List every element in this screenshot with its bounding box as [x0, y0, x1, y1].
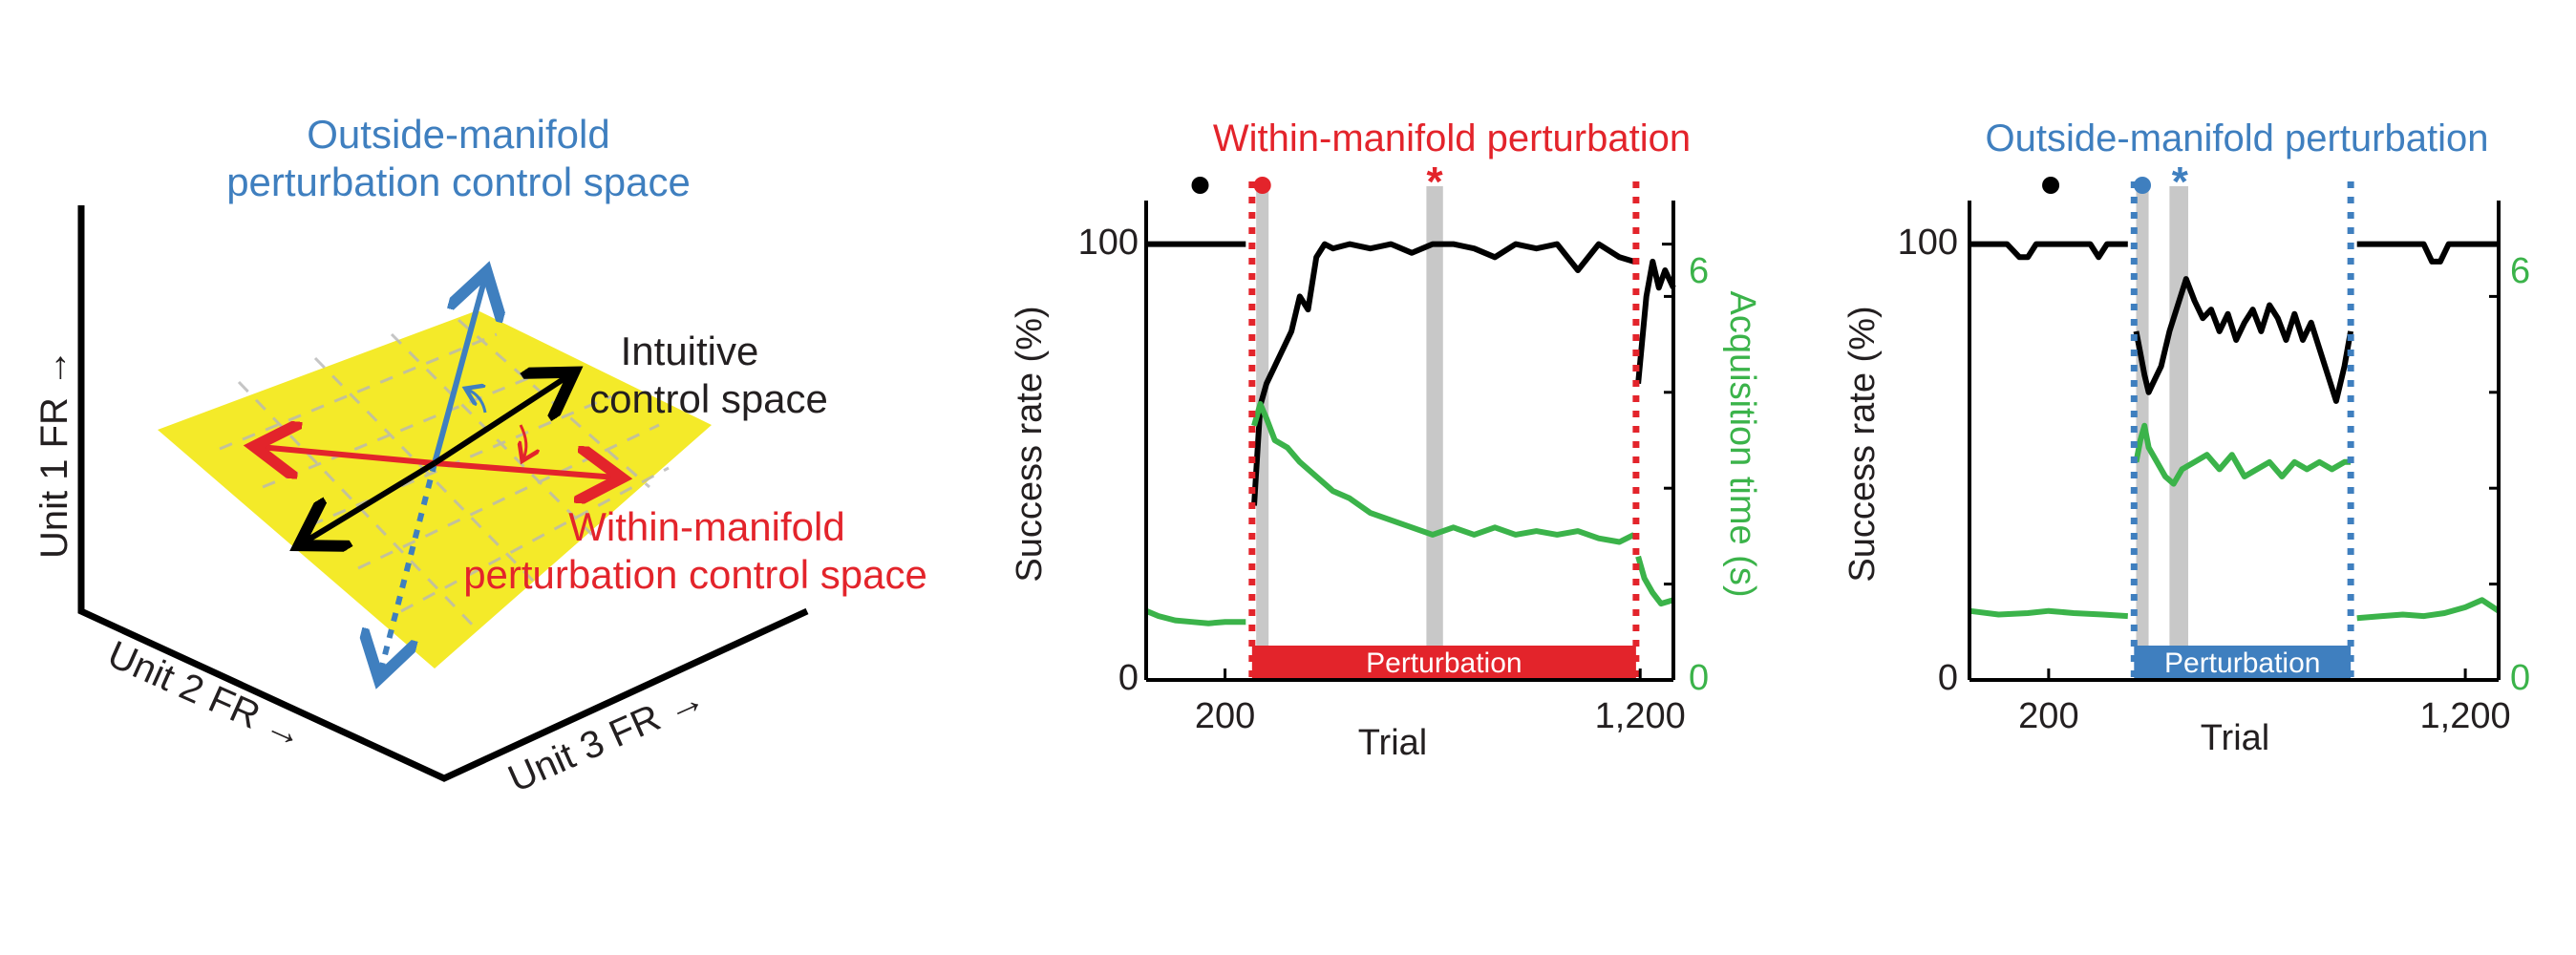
trial-markers: * [1191, 159, 1444, 205]
chart-outside-manifold: Outside-manifold perturbation Perturbati… [1842, 117, 2530, 758]
acquisition-time-line [2133, 422, 2352, 487]
outside-label-line2: perturbation control space [226, 159, 691, 204]
success-rate-line [1251, 241, 1635, 506]
shaded-band [2169, 186, 2189, 680]
shaded-bands [1256, 186, 1443, 680]
within-manifold-arrow-right [434, 463, 616, 478]
rotation-arc-red [521, 424, 526, 458]
perturbation-lines [1248, 181, 1640, 680]
success-rate-line [1969, 241, 2128, 261]
perturbation-bar: Perturbation [2134, 646, 2352, 680]
y-tick-label: 100 [1898, 223, 1958, 263]
diagram-axes [77, 205, 809, 782]
success-rate-line [2356, 241, 2499, 265]
intuitive-label-line2: control space [589, 376, 828, 421]
outside-manifold-arrow-up [432, 277, 485, 464]
axis-label-unit1: Unit 1 FR → [33, 349, 75, 559]
trial-markers: * [2042, 159, 2189, 205]
perturbation-bar: Perturbation [1251, 646, 1636, 680]
within-label-line2: perturbation control space [463, 552, 927, 597]
rotation-arc-blue [468, 390, 487, 414]
y-axis-label: Success rate (%) [1842, 306, 1883, 582]
success-rate-line [1635, 258, 1676, 384]
x-axis-label: Trial [1358, 723, 1427, 763]
series-lines [1969, 241, 2501, 622]
series-lines [1144, 241, 1676, 626]
y-axis-label: Success rate (%) [1010, 306, 1050, 582]
acquisition-time-line [1969, 607, 2128, 620]
chart-title: Outside-manifold perturbation [1986, 117, 2489, 159]
y2-tick-label: 0 [2510, 658, 2530, 698]
marker-asterisk: * [1427, 159, 1444, 205]
x-tick-label: 1,200 [1595, 696, 1686, 736]
outside-label-line1: Outside-manifold [307, 112, 609, 157]
y2-axis-label: Acquisition time (s) [1722, 291, 1762, 598]
marker-dot [2042, 177, 2060, 194]
chart-title: Within-manifold perturbation [1213, 117, 1691, 159]
perturbation-bar-label: Perturbation [1366, 647, 1522, 679]
within-manifold-arrow-left [260, 447, 436, 463]
marker-dot [1253, 177, 1271, 194]
y2-tick-label: 6 [2510, 251, 2530, 291]
within-label-line1: Within-manifold [568, 504, 844, 549]
acquisition-time-line [1635, 555, 1674, 607]
y2-tick-label: 6 [1689, 251, 1709, 291]
x-tick-label: 200 [2018, 696, 2078, 736]
marker-dot [1191, 177, 1209, 194]
x-tick-label: 1,200 [2420, 696, 2511, 736]
x-axis-label: Trial [2201, 718, 2269, 758]
intuitive-label-line1: Intuitive [621, 329, 759, 373]
intuitive-arrow-lower [304, 460, 436, 542]
success-rate-line [2133, 276, 2354, 404]
y-tick-label: 0 [1938, 658, 1958, 698]
outside-manifold-arrow-down [380, 462, 437, 673]
chart-axes [1968, 201, 2501, 682]
y2-tick-label: 0 [1689, 658, 1709, 698]
axis-label-unit2: Unit 2 FR → [101, 633, 310, 757]
perturbation-bar-rect [2134, 646, 2352, 680]
marker-dot [2134, 177, 2152, 194]
perturbation-lines [2130, 181, 2354, 680]
acquisition-time-line [1251, 401, 1636, 545]
intuitive-arrow-upper [433, 375, 569, 466]
marker-asterisk: * [2172, 159, 2189, 205]
perturbation-bar-rect [1251, 646, 1636, 680]
manifold-diagram: Outside-manifold perturbation control sp… [33, 112, 927, 800]
perturbation-bar-label: Perturbation [2164, 647, 2320, 679]
y-tick-label: 0 [1118, 658, 1139, 698]
shaded-band [1256, 186, 1269, 680]
chart-within-manifold: Within-manifold perturbation Perturbatio… [1010, 117, 1762, 763]
shaded-band [1426, 186, 1443, 680]
y-tick-label: 100 [1078, 223, 1139, 263]
acquisition-time-line [1144, 607, 1246, 626]
x-tick-label: 200 [1195, 696, 1255, 736]
chart-axes [1144, 201, 1675, 682]
acquisition-time-line [2356, 597, 2501, 622]
